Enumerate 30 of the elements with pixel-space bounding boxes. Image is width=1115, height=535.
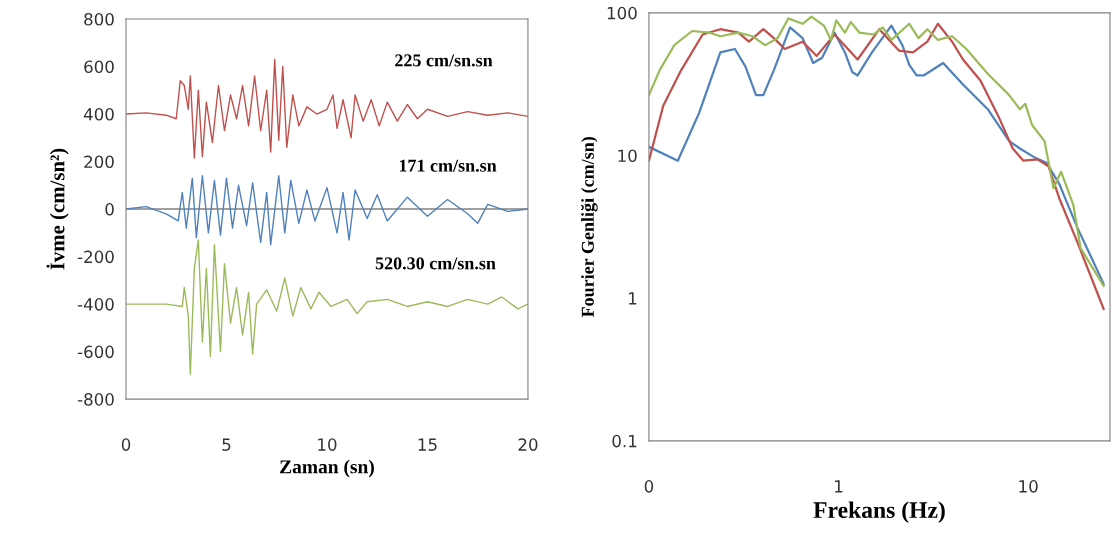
x-tick-label: 5 <box>222 438 231 451</box>
x-tick-label: 10 <box>1019 480 1038 493</box>
y-axis-title: İvme (cm/sn²) <box>46 148 69 270</box>
y-tick-label: 800 <box>84 12 114 26</box>
line-series <box>126 239 528 375</box>
y-tick-label: -200 <box>77 250 114 264</box>
x-axis-title: Frekans (Hz) <box>813 501 945 523</box>
x-tick-label: 10 <box>318 438 337 451</box>
annotation: 171 cm/sn.sn <box>399 159 497 172</box>
y-tick-label: -600 <box>77 345 114 359</box>
annotation: 225 cm/sn.sn <box>395 54 493 67</box>
x-tick-label: 1 <box>835 480 843 493</box>
y-tick-label: 100 <box>607 6 637 20</box>
y-tick-label: 0 <box>105 203 114 216</box>
annotation: 520.30 cm/sn.sn <box>375 257 496 270</box>
x-tick-label: 15 <box>418 438 437 451</box>
x-tick-label: 0 <box>121 438 131 451</box>
y-tick-label: 200 <box>84 155 114 169</box>
y-axis-title: Fourier Genliği (cm/sn) <box>580 137 598 318</box>
y-tick-label: 400 <box>83 107 114 121</box>
y-tick-label: 0.1 <box>612 434 637 448</box>
x-tick-label: 0 <box>644 480 654 493</box>
y-tick-label: -800 <box>77 393 114 406</box>
y-tick-label: 1 <box>629 292 637 305</box>
line-series <box>126 175 528 246</box>
x-axis-title: Zaman (sn) <box>280 459 374 478</box>
x-tick-label: 20 <box>518 438 538 451</box>
y-tick-label: 10 <box>618 149 637 163</box>
y-tick-label: -400 <box>77 298 114 311</box>
y-tick-label: 600 <box>84 60 114 74</box>
